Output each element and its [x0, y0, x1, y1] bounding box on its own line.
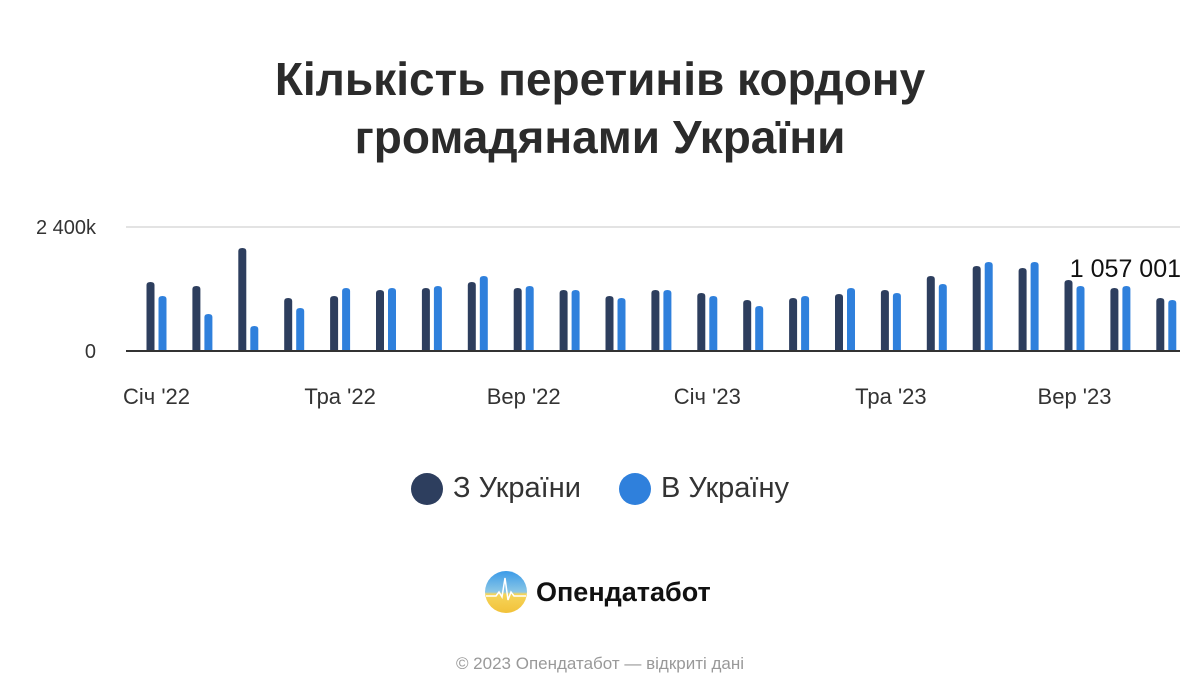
x-tick-label: Тра '23	[855, 384, 926, 409]
bar-to-ukraine	[204, 314, 213, 351]
title-line-2: громадянами України	[354, 111, 846, 163]
bar-from-ukraine	[376, 290, 384, 351]
x-tick-label: Вер '22	[487, 384, 561, 409]
bar-to-ukraine	[1030, 262, 1039, 351]
bar-to-ukraine	[388, 288, 396, 351]
legend: З України В Україну	[0, 472, 1200, 505]
bar-to-ukraine	[984, 262, 993, 351]
brand-name: Опендатабот	[536, 576, 711, 607]
brand-logo: Опендатабот	[484, 570, 711, 614]
opendatabot-logo-icon	[485, 571, 527, 613]
bar-to-ukraine	[342, 288, 351, 351]
x-tick-label: Січ '23	[674, 384, 741, 409]
bar-from-ukraine	[559, 290, 568, 351]
legend-item-to-ukraine[interactable]: В Україну	[618, 472, 789, 505]
bar-to-ukraine	[801, 296, 810, 351]
bar-from-ukraine	[651, 290, 660, 351]
legend-item-from-ukraine[interactable]: З України	[411, 472, 581, 505]
x-tick-label: Вер '23	[1038, 384, 1112, 409]
bar-from-ukraine	[1156, 298, 1165, 351]
bar-to-ukraine	[525, 286, 534, 351]
bar-from-ukraine	[605, 296, 614, 351]
bar-to-ukraine	[479, 276, 488, 351]
bar-from-ukraine	[330, 296, 339, 351]
bar-from-ukraine	[1110, 288, 1119, 351]
bar-to-ukraine	[433, 286, 442, 351]
x-tick-label: Січ '22	[123, 384, 190, 409]
title-line-1: Кількість перетинів кордону	[274, 53, 926, 105]
bar-from-ukraine	[697, 293, 706, 351]
bar-to-ukraine	[250, 325, 259, 351]
legend-swatch-to-ukraine	[618, 472, 651, 505]
chart-title: Кількість перетинів кордону громадянами …	[0, 50, 1200, 166]
bar-from-ukraine	[743, 300, 752, 351]
bar-from-ukraine	[835, 294, 843, 351]
bar-to-ukraine	[158, 296, 167, 351]
bar-to-ukraine	[938, 284, 947, 351]
bar-from-ukraine	[1064, 280, 1073, 351]
footer-copyright: © 2023 Опендатабот — відкриті дані	[455, 654, 745, 673]
bar-from-ukraine	[972, 266, 981, 351]
bar-to-ukraine	[892, 293, 901, 351]
bar-from-ukraine	[880, 290, 889, 351]
bar-to-ukraine	[847, 288, 855, 351]
bar-to-ukraine	[709, 296, 718, 351]
bar-from-ukraine	[284, 298, 293, 351]
bar-to-ukraine	[617, 298, 626, 351]
bar-to-ukraine	[663, 290, 672, 351]
y-tick-label: 2 400k	[36, 217, 97, 239]
bar-to-ukraine	[1122, 286, 1131, 351]
bar-chart: 0 2 400k Січ '22 Тра '22 Вер '22 Січ '23 Тра '…	[36, 217, 1181, 409]
x-tick-label: Тра '22	[304, 384, 375, 409]
bar-from-ukraine	[513, 288, 522, 351]
bar-from-ukraine	[467, 282, 476, 351]
bar-from-ukraine	[238, 248, 247, 351]
bar-from-ukraine	[421, 288, 430, 351]
bar-from-ukraine	[789, 298, 798, 351]
bar-from-ukraine	[926, 276, 935, 351]
bar-to-ukraine	[755, 305, 764, 351]
bar-to-ukraine	[296, 308, 305, 351]
bar-from-ukraine	[1018, 268, 1027, 351]
data-label-annotation: 1 057 001	[1070, 255, 1181, 283]
bar-from-ukraine	[192, 286, 201, 351]
bar-to-ukraine	[571, 290, 580, 351]
legend-swatch-from-ukraine	[411, 472, 444, 505]
bar-to-ukraine	[1168, 300, 1177, 351]
legend-label: В Україну	[660, 472, 789, 504]
legend-label: З України	[453, 472, 581, 504]
bar-to-ukraine	[1076, 286, 1085, 351]
bar-from-ukraine	[146, 282, 155, 351]
y-tick-label: 0	[85, 341, 96, 363]
